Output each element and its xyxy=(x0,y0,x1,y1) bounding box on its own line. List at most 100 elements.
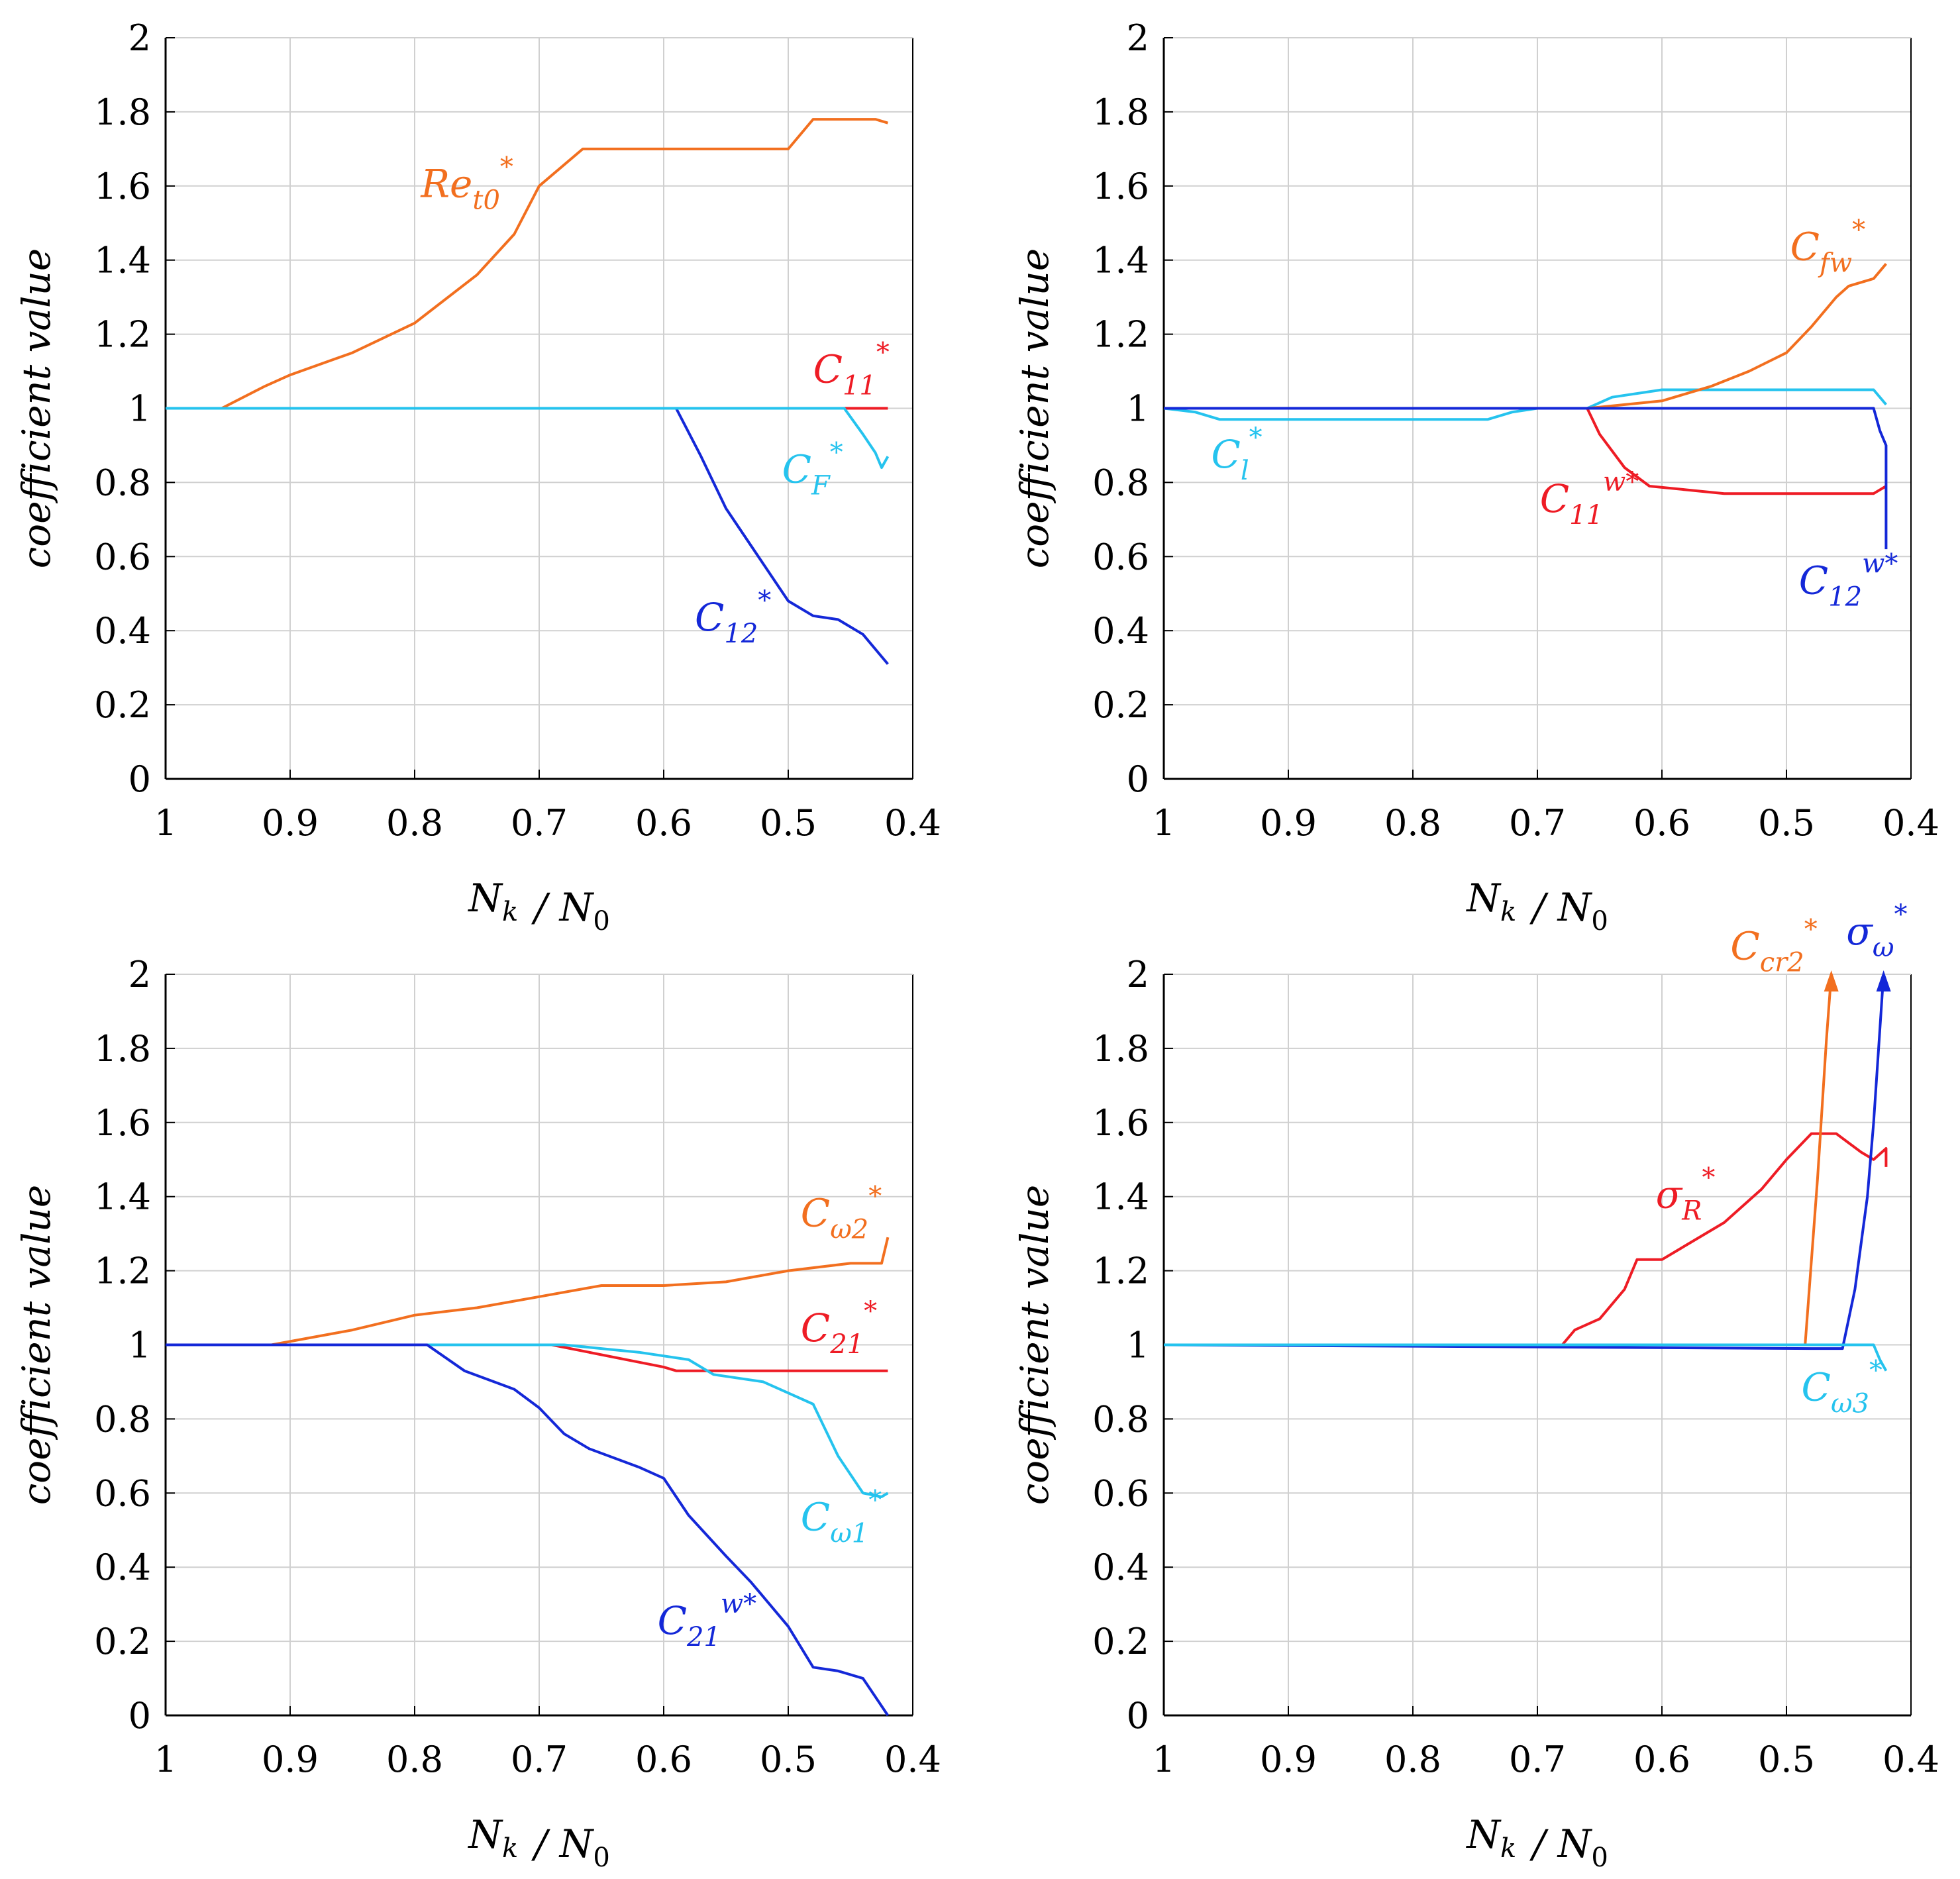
y-tick-label: 0.6 xyxy=(1092,536,1149,578)
series-label: σω* xyxy=(1846,899,1907,963)
series-label: C21w* xyxy=(658,1589,757,1652)
series-line-re-t0 xyxy=(166,118,888,410)
series-line-c-11-w xyxy=(1164,407,1887,495)
series-arrowhead xyxy=(1824,970,1839,991)
series-line-c-12-w xyxy=(1164,407,1888,550)
x-tick-label: 0.7 xyxy=(511,1739,568,1780)
series-line- xyxy=(1163,974,1885,1350)
x-tick-label: 0.9 xyxy=(262,1739,319,1780)
panel-bottom-right: 1 0.9 0.8 0.7 0.6 0.5 0.4 0 0.2 0.4 0.6 0.8 1 1.2 1.4 1… xyxy=(1012,899,1939,1873)
y-tick-label: 0.8 xyxy=(94,1398,151,1440)
panel-top-left: 1 0.9 0.8 0.7 0.6 0.5 0.4 0 0.2 0.4 0.6 0.8 1 1.2 1.4 1… xyxy=(14,17,941,937)
y-axis-title: coefficient value xyxy=(1012,248,1057,568)
y-tick-label: 2 xyxy=(1127,17,1149,59)
series-label: C11* xyxy=(813,337,890,401)
y-tick-label: 0.2 xyxy=(94,1621,151,1662)
y-tick-label: 0.8 xyxy=(94,462,151,503)
x-tick-label: 1 xyxy=(1153,1739,1175,1780)
x-tick-label: 0.9 xyxy=(262,802,319,844)
x-tick-label: 0.4 xyxy=(1883,1739,1939,1780)
y-tick-label: 2 xyxy=(129,17,151,59)
x-tick-label: 0.8 xyxy=(386,1739,443,1780)
x-tick-label: 0.7 xyxy=(511,802,568,844)
x-tick-label: 0.4 xyxy=(884,802,941,844)
y-tick-label: 1 xyxy=(129,388,151,430)
y-tick-label: 0 xyxy=(1127,758,1149,800)
y-tick-label: 0 xyxy=(129,758,151,800)
y-tick-label: 1.4 xyxy=(94,1176,151,1218)
x-tick-label: 0.5 xyxy=(760,1739,817,1780)
series-label: Cl* xyxy=(1211,423,1262,486)
series-label: Cfw* xyxy=(1790,215,1865,279)
y-tick-label: 1.2 xyxy=(1092,1250,1149,1292)
series-label: σR* xyxy=(1656,1162,1716,1226)
y-tick-label: 1.8 xyxy=(1092,1028,1149,1070)
y-tick-label: 1.8 xyxy=(94,91,151,133)
x-axis-title: Nk / N0 xyxy=(1465,876,1608,937)
x-tick-label: 0.5 xyxy=(760,802,817,844)
y-tick-label: 1.6 xyxy=(1092,1102,1149,1144)
y-tick-label: 1.4 xyxy=(1092,240,1149,281)
y-tick-label: 1.8 xyxy=(94,1028,151,1070)
series-label: C11w* xyxy=(1540,467,1639,531)
series-label: Cω1* xyxy=(801,1485,882,1549)
series-line-c-w1 xyxy=(166,1343,889,1498)
y-tick-label: 0.6 xyxy=(1092,1472,1149,1514)
y-tick-label: 0.4 xyxy=(1092,610,1149,652)
y-tick-label: 1.2 xyxy=(1092,314,1149,356)
y-tick-label: 1 xyxy=(1127,388,1149,430)
y-tick-label: 0.8 xyxy=(1092,462,1149,503)
y-tick-label: 1 xyxy=(129,1325,151,1366)
series-label: Cω2* xyxy=(801,1181,882,1244)
y-tick-label: 1.4 xyxy=(94,240,151,281)
x-tick-label: 1 xyxy=(154,1739,177,1780)
series-line-c-3 xyxy=(1164,1343,1888,1372)
series-label: CF* xyxy=(782,437,843,501)
y-tick-label: 0.4 xyxy=(94,1547,151,1588)
x-tick-label: 0.6 xyxy=(1633,1739,1690,1780)
y-axis-title: coefficient value xyxy=(14,1185,59,1505)
y-tick-label: 0.4 xyxy=(94,610,151,652)
y-tick-label: 1.2 xyxy=(94,314,151,356)
x-tick-label: 0.7 xyxy=(1509,802,1566,844)
y-tick-label: 0 xyxy=(1127,1695,1149,1737)
x-axis-title: Nk / N0 xyxy=(467,1812,610,1873)
y-tick-label: 0.6 xyxy=(94,1472,151,1514)
x-axis-title: Nk / N0 xyxy=(1465,1812,1608,1873)
series-label: C12w* xyxy=(1799,548,1898,612)
y-tick-label: 0.6 xyxy=(94,536,151,578)
x-tick-label: 0.6 xyxy=(635,1739,692,1780)
series-line-c-cr2 xyxy=(1164,974,1833,1346)
y-tick-label: 0 xyxy=(129,1695,151,1737)
series-line-r xyxy=(1164,1132,1888,1346)
series-label: C21* xyxy=(801,1296,877,1360)
series-label: Cω3* xyxy=(1802,1355,1883,1419)
series-line-c-w2 xyxy=(166,1237,890,1346)
y-tick-label: 1.2 xyxy=(94,1250,151,1292)
x-axis-title: Nk / N0 xyxy=(467,876,610,937)
series-line-c-l xyxy=(1163,388,1887,421)
x-tick-label: 0.6 xyxy=(635,802,692,844)
y-tick-label: 0.2 xyxy=(94,684,151,726)
x-tick-label: 0.5 xyxy=(1758,802,1815,844)
y-tick-label: 0.2 xyxy=(1092,1621,1149,1662)
x-tick-label: 0.9 xyxy=(1260,802,1317,844)
x-tick-label: 0.4 xyxy=(1883,802,1939,844)
y-tick-label: 2 xyxy=(129,954,151,995)
series-line-c-21-w xyxy=(166,1343,890,1717)
y-tick-label: 1 xyxy=(1127,1325,1149,1366)
series-label: Ret0* xyxy=(420,152,513,216)
y-tick-label: 0.8 xyxy=(1092,1398,1149,1440)
x-tick-label: 0.8 xyxy=(1384,802,1441,844)
y-axis-title: coefficient value xyxy=(1012,1185,1057,1505)
series-line-c-12 xyxy=(166,407,889,665)
x-tick-label: 0.7 xyxy=(1509,1739,1566,1780)
series-label: C12* xyxy=(695,585,771,649)
series-label: Ccr2* xyxy=(1730,915,1817,978)
y-tick-label: 1.8 xyxy=(1092,91,1149,133)
y-tick-label: 0.4 xyxy=(1092,1547,1149,1588)
x-tick-label: 1 xyxy=(154,802,177,844)
panel-bottom-left: 1 0.9 0.8 0.7 0.6 0.5 0.4 0 0.2 0.4 0.6 0.8 1 1.2 1.4 1… xyxy=(14,954,941,1873)
y-tick-label: 1.6 xyxy=(94,166,151,207)
